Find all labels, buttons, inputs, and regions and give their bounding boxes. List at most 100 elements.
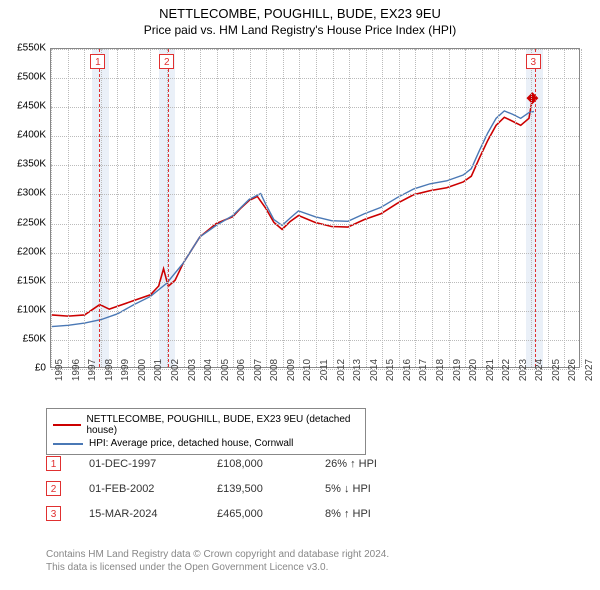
y-tick-label: £550K <box>17 43 46 54</box>
event-row: 1 01-DEC-1997 £108,000 26% ↑ HPI <box>46 456 425 471</box>
x-tick-label: 1999 <box>120 359 131 381</box>
x-tick-label: 2005 <box>220 359 231 381</box>
gridline-v <box>101 49 102 367</box>
gridline-v <box>382 49 383 367</box>
gridline-v <box>299 49 300 367</box>
gridline-h <box>51 253 579 254</box>
gridline-v <box>498 49 499 367</box>
gridline-h <box>51 107 579 108</box>
x-tick-label: 2027 <box>584 359 595 381</box>
gridline-v <box>283 49 284 367</box>
gridline-v <box>51 49 52 367</box>
event-delta: 5% ↓ HPI <box>325 483 425 495</box>
gridline-v <box>84 49 85 367</box>
x-tick-label: 2012 <box>336 359 347 381</box>
gridline-v <box>531 49 532 367</box>
x-tick-label: 2017 <box>418 359 429 381</box>
gridline-h <box>51 224 579 225</box>
gridline-h <box>51 49 579 50</box>
x-tick-label: 2003 <box>187 359 198 381</box>
event-table: 1 01-DEC-1997 £108,000 26% ↑ HPI 2 01-FEB-200… <box>46 456 425 531</box>
y-tick-label: £400K <box>17 130 46 141</box>
x-tick-label: 2025 <box>551 359 562 381</box>
x-tick-label: 2014 <box>369 359 380 381</box>
gridline-v <box>399 49 400 367</box>
gridline-v <box>366 49 367 367</box>
x-tick-label: 1997 <box>87 359 98 381</box>
gridline-v <box>449 49 450 367</box>
chart-title: NETTLECOMBE, POUGHILL, BUDE, EX23 9EU <box>0 0 600 21</box>
gridline-v <box>117 49 118 367</box>
gridline-h <box>51 78 579 79</box>
gridline-v <box>349 49 350 367</box>
gridline-v <box>200 49 201 367</box>
footer-attribution: Contains HM Land Registry data © Crown c… <box>46 548 389 574</box>
event-row: 201-FEB-2002£139,5005% ↓ HPI <box>46 481 425 496</box>
chart-container: NETTLECOMBE, POUGHILL, BUDE, EX23 9EU Pr… <box>0 0 600 590</box>
y-tick-label: £50K <box>23 333 46 344</box>
x-tick-label: 2006 <box>236 359 247 381</box>
x-tick-label: 2026 <box>567 359 578 381</box>
chart-subtitle: Price paid vs. HM Land Registry's House … <box>0 21 600 37</box>
x-tick-label: 2016 <box>402 359 413 381</box>
gridline-h <box>51 136 579 137</box>
event-price: £108,000 <box>217 458 297 470</box>
x-tick-label: 2007 <box>253 359 264 381</box>
gridline-v <box>581 49 582 367</box>
y-tick-label: £100K <box>17 304 46 315</box>
event-date: 01-FEB-2002 <box>89 483 189 495</box>
event-row-box: 2 <box>46 481 61 496</box>
x-tick-label: 2011 <box>319 359 330 381</box>
x-tick-label: 2020 <box>468 359 479 381</box>
x-tick-label: 2009 <box>286 359 297 381</box>
gridline-v <box>548 49 549 367</box>
x-tick-label: 2019 <box>452 359 463 381</box>
event-row: 315-MAR-2024£465,0008% ↑ HPI <box>46 506 425 521</box>
gridline-v <box>150 49 151 367</box>
y-tick-label: £0 <box>35 363 46 374</box>
x-tick-label: 2002 <box>170 359 181 381</box>
gridline-v <box>250 49 251 367</box>
legend-swatch <box>53 424 81 426</box>
x-tick-label: 1996 <box>71 359 82 381</box>
event-delta: 8% ↑ HPI <box>325 508 425 520</box>
gridline-v <box>134 49 135 367</box>
x-tick-label: 2022 <box>501 359 512 381</box>
y-tick-label: £200K <box>17 246 46 257</box>
x-tick-label: 2008 <box>269 359 280 381</box>
gridline-v <box>217 49 218 367</box>
y-tick-label: £350K <box>17 159 46 170</box>
y-tick-label: £450K <box>17 101 46 112</box>
x-tick-label: 2023 <box>518 359 529 381</box>
x-tick-label: 2010 <box>302 359 313 381</box>
x-tick-label: 2021 <box>485 359 496 381</box>
legend-item: NETTLECOMBE, POUGHILL, BUDE, EX23 9EU (d… <box>53 413 359 437</box>
y-tick-label: £150K <box>17 275 46 286</box>
gridline-v <box>316 49 317 367</box>
gridline-v <box>266 49 267 367</box>
gridline-h <box>51 194 579 195</box>
x-tick-label: 2015 <box>385 359 396 381</box>
legend-box: NETTLECOMBE, POUGHILL, BUDE, EX23 9EU (d… <box>46 408 366 455</box>
footer-line-1: Contains HM Land Registry data © Crown c… <box>46 548 389 561</box>
legend-label: HPI: Average price, detached house, Corn… <box>89 438 293 449</box>
x-tick-label: 2000 <box>137 359 148 381</box>
x-tick-label: 2004 <box>203 359 214 381</box>
event-marker-box: 1 <box>90 54 105 69</box>
series-line <box>52 98 533 316</box>
event-row-box: 3 <box>46 506 61 521</box>
event-date: 15-MAR-2024 <box>89 508 189 520</box>
gridline-v <box>515 49 516 367</box>
event-delta: 26% ↑ HPI <box>325 458 425 470</box>
y-tick-label: £250K <box>17 217 46 228</box>
gridline-v <box>465 49 466 367</box>
event-marker-box: 2 <box>159 54 174 69</box>
gridline-h <box>51 282 579 283</box>
series-end-marker <box>526 92 538 104</box>
event-date: 01-DEC-1997 <box>89 458 189 470</box>
plot-area <box>50 48 580 368</box>
x-tick-label: 2001 <box>153 359 164 381</box>
event-row-box: 1 <box>46 456 61 471</box>
event-marker-line <box>168 49 169 367</box>
gridline-v <box>233 49 234 367</box>
